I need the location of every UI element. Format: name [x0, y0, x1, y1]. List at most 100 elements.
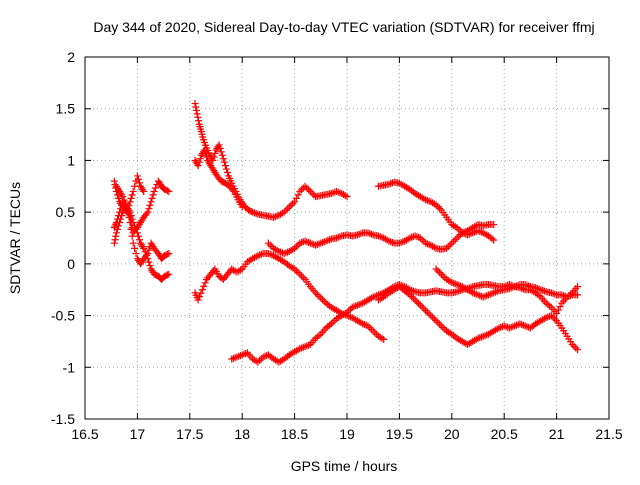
x-tick-label: 19 — [339, 426, 355, 442]
data-point — [319, 296, 326, 303]
series-s7 — [375, 179, 497, 244]
data-point — [557, 303, 564, 310]
data-point — [291, 198, 298, 205]
data-point — [146, 202, 153, 209]
data-point — [551, 291, 558, 298]
data-point — [431, 316, 438, 323]
data-point — [289, 200, 296, 207]
data-point — [410, 295, 417, 302]
data-point — [429, 314, 436, 321]
data-point — [438, 322, 445, 329]
data-point — [337, 233, 344, 240]
data-point — [298, 186, 305, 193]
data-point — [296, 188, 303, 195]
data-point — [452, 236, 459, 243]
data-point — [330, 319, 337, 326]
data-point — [129, 191, 136, 198]
data-point — [130, 240, 137, 247]
data-point — [302, 183, 309, 190]
data-point — [368, 326, 375, 333]
data-point — [448, 240, 455, 247]
data-point — [420, 305, 427, 312]
data-point — [295, 269, 302, 276]
data-point — [149, 195, 156, 202]
data-point — [192, 100, 199, 107]
data-point — [434, 267, 441, 274]
data-point — [433, 266, 440, 273]
data-point — [267, 241, 274, 248]
data-point — [145, 259, 152, 266]
series-s6 — [192, 147, 246, 211]
data-point — [151, 188, 158, 195]
data-point — [426, 310, 433, 317]
scatter-plot: Day 344 of 2020, Sidereal Day-to-day VTE… — [0, 0, 640, 480]
data-point — [300, 274, 307, 281]
data-point — [434, 319, 441, 326]
data-point — [440, 324, 447, 331]
data-point — [286, 203, 293, 210]
x-tick-label: 20 — [444, 426, 460, 442]
data-point — [194, 110, 201, 117]
x-tick-label: 21.5 — [595, 426, 622, 442]
data-point — [218, 148, 225, 155]
data-point — [316, 293, 323, 300]
data-point — [307, 188, 314, 195]
data-point — [265, 240, 272, 247]
data-point — [192, 103, 199, 110]
data-point — [571, 343, 578, 350]
data-point — [148, 198, 155, 205]
data-point — [438, 271, 445, 278]
data-point — [303, 185, 310, 192]
data-point — [305, 186, 312, 193]
y-tick-label: 0.5 — [56, 204, 76, 220]
x-tick-label: 17.5 — [176, 426, 203, 442]
data-point — [112, 233, 119, 240]
y-tick-label: 1.5 — [56, 101, 76, 117]
data-point — [447, 241, 454, 248]
data-point — [256, 357, 263, 364]
data-point — [356, 231, 363, 238]
data-point — [295, 191, 302, 198]
data-point — [454, 235, 461, 242]
data-point — [523, 282, 530, 289]
y-tick-label: 2 — [67, 49, 75, 65]
data-point — [194, 114, 201, 121]
data-point — [134, 172, 141, 179]
data-point — [433, 317, 440, 324]
data-point — [314, 291, 321, 298]
data-point — [310, 191, 317, 198]
data-point — [293, 195, 300, 202]
data-point — [335, 234, 342, 241]
data-point — [550, 314, 557, 321]
data-point — [223, 166, 230, 173]
data-point — [288, 202, 295, 209]
data-point — [436, 321, 443, 328]
data-point — [150, 191, 157, 198]
data-point — [413, 233, 420, 240]
data-point — [152, 185, 159, 192]
data-point — [317, 294, 324, 301]
data-point — [427, 312, 434, 319]
y-tick-label: -0.5 — [51, 308, 75, 324]
data-point — [412, 297, 419, 304]
series-s5 — [192, 100, 351, 221]
y-tick-label: 1 — [67, 152, 75, 168]
x-tick-label: 20.5 — [491, 426, 518, 442]
data-point — [572, 344, 579, 351]
chart-container: Day 344 of 2020, Sidereal Day-to-day VTE… — [0, 0, 640, 480]
data-point — [135, 233, 142, 240]
data-point — [112, 236, 119, 243]
data-point — [436, 205, 443, 212]
data-point — [550, 290, 557, 297]
data-point — [370, 328, 377, 335]
data-point — [415, 300, 422, 307]
data-point — [195, 117, 202, 124]
data-point — [417, 302, 424, 309]
data-point — [387, 180, 394, 187]
data-point — [128, 195, 135, 202]
data-point — [221, 159, 228, 166]
x-tick-label: 21 — [549, 426, 565, 442]
x-tick-label: 19.5 — [386, 426, 413, 442]
data-point — [366, 230, 373, 237]
data-point — [133, 250, 140, 257]
